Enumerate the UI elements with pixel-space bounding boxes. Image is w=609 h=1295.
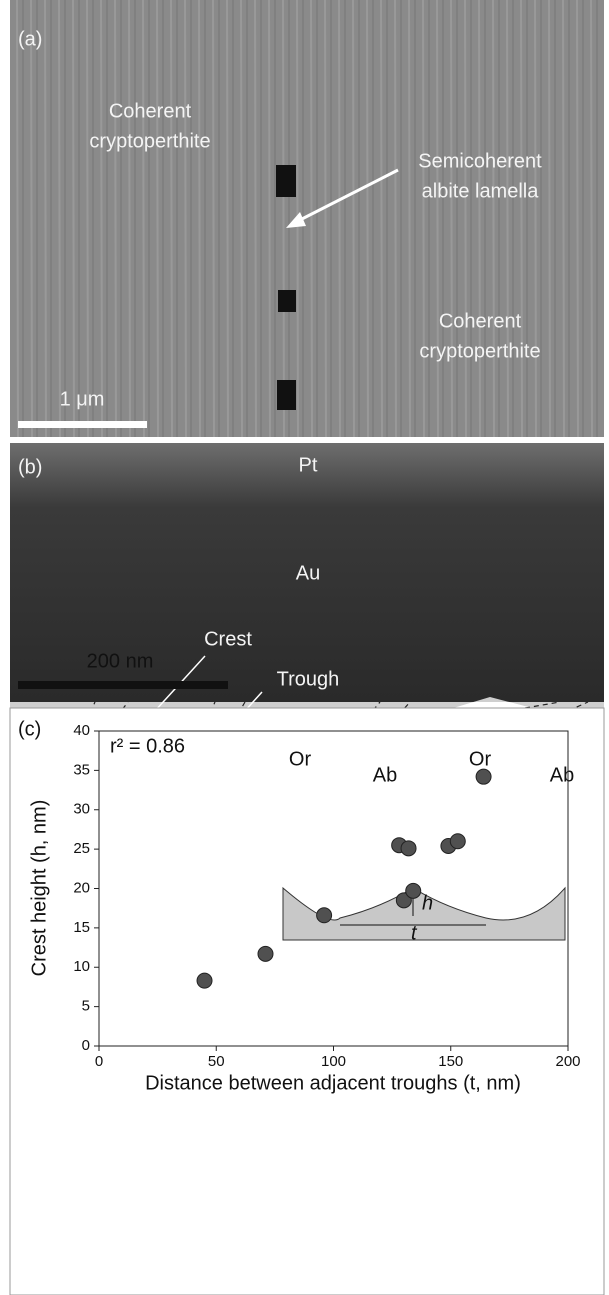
layer-label: Au [296, 562, 320, 584]
point [197, 973, 212, 988]
point [317, 908, 332, 923]
panel-a: (a) Coherent cryptoperthite Semicoherent… [10, 0, 604, 437]
pore [278, 290, 296, 312]
point [450, 834, 465, 849]
label: Coherent [109, 100, 192, 122]
point [406, 883, 421, 898]
x-tick-label: 50 [208, 1053, 225, 1070]
pore [277, 380, 296, 410]
x-tick-label: 200 [555, 1053, 580, 1070]
y-tick-label: 5 [82, 998, 90, 1015]
label: albite lamella [422, 180, 540, 202]
y-tick-label: 0 [82, 1037, 90, 1054]
feature-label: Crest [204, 628, 252, 650]
x-axis-title: Distance between adjacent troughs (t, nm… [145, 1072, 521, 1094]
phase-label: Or [469, 748, 492, 770]
feature-label: Trough [277, 668, 340, 690]
x-tick-label: 150 [438, 1053, 463, 1070]
label: cryptoperthite [89, 130, 210, 152]
y-tick-label: 20 [73, 879, 90, 896]
label: Coherent [439, 310, 522, 332]
y-tick-label: 10 [73, 958, 90, 975]
phase-label: Or [289, 748, 312, 770]
point [401, 841, 416, 856]
panel-b: (b) Pt Au Crest Trough [10, 443, 604, 745]
y-tick-label: 40 [73, 722, 90, 739]
pore [276, 165, 296, 197]
panel-label: (a) [18, 28, 42, 50]
scale-bar [18, 421, 147, 428]
page: (a) Coherent cryptoperthite Semicoherent… [0, 0, 609, 1295]
figure: (a) Coherent cryptoperthite Semicoherent… [0, 0, 609, 1295]
micrograph [10, 0, 604, 437]
point [258, 946, 273, 961]
y-axis-title: Crest height (h, nm) [28, 800, 50, 977]
scale-label: 200 nm [87, 650, 154, 672]
scale-bar [18, 681, 228, 689]
panel-label: (c) [18, 718, 41, 740]
annotation: h [422, 892, 433, 914]
y-tick-label: 25 [73, 840, 90, 857]
x-tick-label: 0 [95, 1053, 103, 1070]
y-tick-label: 15 [73, 919, 90, 936]
x-tick-label: 100 [321, 1053, 346, 1070]
y-tick-label: 35 [73, 761, 90, 778]
phase-label: Ab [550, 764, 574, 786]
label: cryptoperthite [419, 340, 540, 362]
annotation: r² = 0.86 [110, 735, 185, 757]
label: Semicoherent [418, 150, 542, 172]
scale-label: 1 μm [60, 388, 105, 410]
layer-label: Pt [299, 454, 318, 476]
phase-label: Ab [373, 764, 397, 786]
y-tick-label: 30 [73, 801, 90, 818]
point [476, 769, 491, 784]
panel-label: (b) [18, 456, 42, 478]
